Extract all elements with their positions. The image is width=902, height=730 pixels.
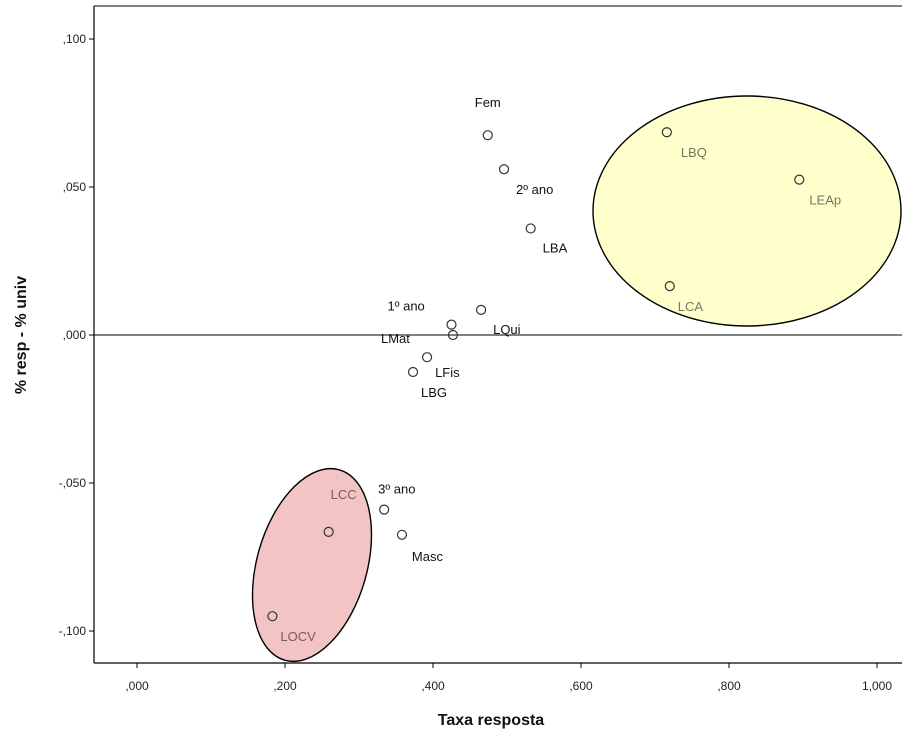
data-point [661,127,672,138]
highlight-ellipse-2 [251,467,373,663]
point-label: Fem [475,95,501,110]
x-tick-label: ,600 [569,679,593,693]
x-tick-label: ,000 [125,679,149,693]
point-label: LOCV [280,629,316,644]
point-label: LQui [493,322,521,337]
point-label: LBQ [681,145,707,160]
data-point [482,130,493,141]
y-tick-label: ,050 [63,180,87,194]
point-labels: Fem 2º ano LBA 1º ano LQui LMat LFis LBG LBQ LEAp… [280,95,841,644]
data-point [498,164,510,175]
data-point [379,504,390,515]
data-point [323,526,334,537]
data-point [525,223,536,234]
point-label: LBA [543,240,568,255]
data-point [396,529,408,540]
x-tick-label: ,400 [421,679,445,693]
x-tick-label: ,200 [273,679,297,693]
y-axis-title: % resp - % univ [13,276,30,394]
x-tick-label: 1,000 [862,679,892,693]
point-label: Masc [412,549,444,564]
point-label: LCA [678,299,704,314]
point-label: LFis [435,365,460,380]
highlight-ellipses [251,95,902,663]
point-label: LBG [421,385,447,400]
data-points [267,127,805,622]
data-point [476,304,487,315]
y-tick-label: -,050 [59,476,87,490]
data-point [421,352,433,363]
data-point [407,366,419,378]
data-point [446,319,457,330]
data-point [447,329,459,341]
y-tick-label: -,100 [59,624,87,638]
point-label: 3º ano [378,482,415,497]
y-tick-label: ,100 [63,32,87,46]
highlight-ellipse-1 [592,95,902,327]
data-point [664,281,675,292]
point-label: 2º ano [516,182,553,197]
point-label: LEAp [809,193,841,208]
data-point [794,174,805,185]
point-label: LCC [331,487,357,502]
axes: ,100 ,050 ,000 -,050 -,100 ,000 ,200 ,400 ,600 ,8… [59,5,902,693]
x-tick-label: ,800 [717,679,741,693]
y-tick-label: ,000 [63,328,87,342]
data-point [267,611,278,622]
point-label: LMat [381,331,410,346]
x-axis-title: Taxa resposta [438,712,545,729]
point-label: 1º ano [388,299,425,314]
